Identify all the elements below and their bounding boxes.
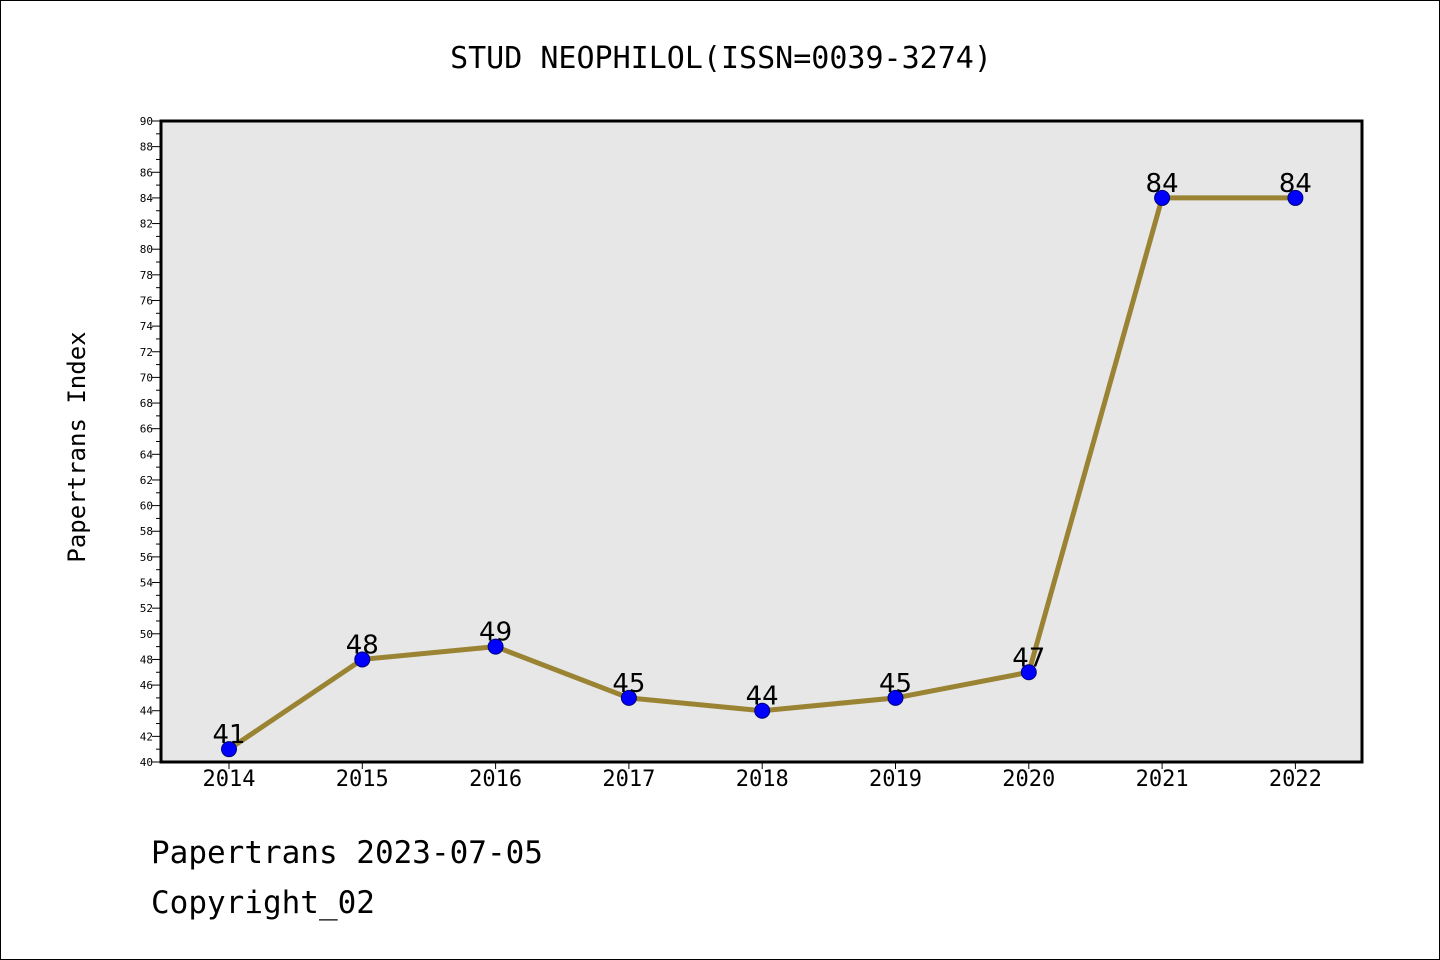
data-point-marker [754,702,771,719]
footer-copyright-text: Copyright_02 [151,885,375,921]
y-tick-label: 84 [140,192,154,205]
y-tick-label: 58 [140,525,153,538]
y-axis-ticks: 40 42 44 46 48 50 52 54 56 58 60 62 64 66 68 70 72 74 76 78… [140,115,161,769]
data-label: 47 [1012,643,1045,673]
x-tick-label: 2021 [1136,767,1189,792]
data-point-marker [1287,189,1304,206]
y-tick-label: 60 [140,500,153,513]
data-point-marker [887,689,904,706]
data-point-marker [620,689,637,706]
data-label: 45 [612,669,645,699]
y-tick-label: 44 [140,705,154,718]
x-tick-label: 2020 [1002,767,1055,792]
y-tick-label: 70 [140,371,153,384]
data-label: 45 [879,669,912,699]
y-tick-label: 62 [140,474,153,487]
y-tick-label: 76 [140,294,153,307]
y-tick-label: 42 [140,730,153,743]
y-tick-label: 64 [140,448,154,461]
y-tick-label: 74 [140,320,154,333]
x-tick-label: 2022 [1269,767,1322,792]
chart-title: STUD NEOPHILOL(ISSN=0039-3274) [450,41,992,76]
data-point-marker [354,651,371,668]
x-axis-ticks: 2014 2015 2016 2017 2018 2019 2020 2021 2022 [203,762,1322,792]
y-tick-label: 82 [140,218,153,231]
x-tick-label: 2014 [203,767,256,792]
y-tick-label: 86 [140,166,153,179]
y-tick-label: 68 [140,397,153,410]
y-tick-label: 88 [140,141,153,154]
x-tick-label: 2017 [602,767,655,792]
data-label: 84 [1146,169,1179,199]
y-tick-label: 66 [140,423,153,436]
y-tick-label: 80 [140,243,153,256]
data-point-marker [1020,664,1037,681]
x-tick-label: 2018 [736,767,789,792]
series-layer: 41 48 49 45 44 45 47 84 84 [212,169,1312,758]
plot-area [159,119,1364,764]
y-tick-label: 54 [140,577,154,590]
y-tick-label: 46 [140,679,153,692]
y-tick-label: 56 [140,551,153,564]
x-tick-label: 2016 [469,767,522,792]
y-tick-label: 40 [140,756,153,769]
data-point-marker [221,741,237,758]
y-tick-label: 50 [140,628,153,641]
x-tick-label: 2015 [336,767,389,792]
y-tick-label: 72 [140,346,153,359]
data-label: 44 [746,682,779,712]
footer-date-text: Papertrans 2023-07-05 [151,835,543,871]
data-label: 49 [479,618,512,648]
x-tick-label: 2019 [869,767,922,792]
y-tick-label: 90 [140,115,153,128]
data-point-marker [1154,189,1171,206]
data-label: 48 [346,630,379,660]
data-label: 41 [212,720,245,750]
y-axis-label: Papertrans Index [63,331,91,562]
y-tick-label: 78 [140,269,153,282]
y-tick-label: 52 [140,602,153,615]
data-point-marker [487,638,504,655]
data-label: 84 [1279,169,1312,199]
y-tick-label: 48 [140,653,153,666]
